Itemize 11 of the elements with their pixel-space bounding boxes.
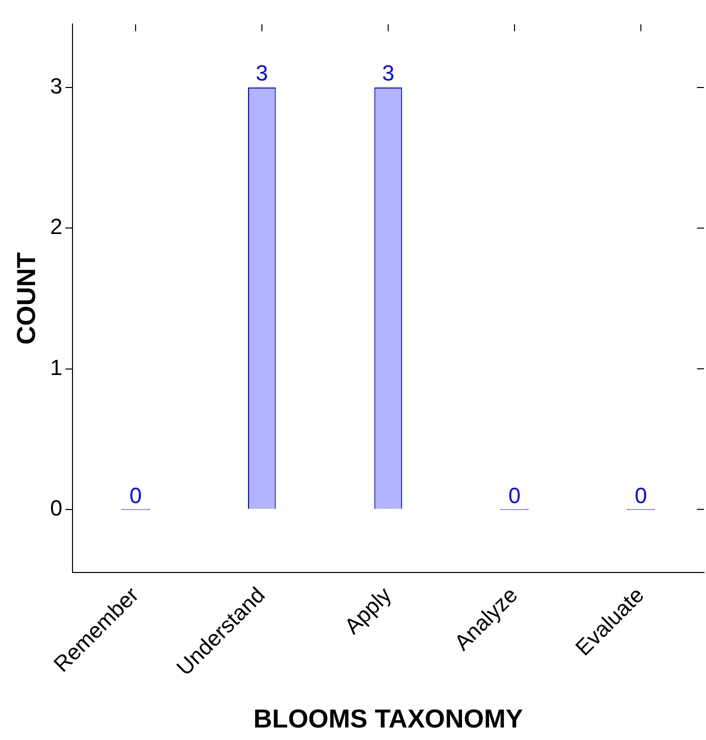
y-tick-label: 3 bbox=[50, 74, 62, 99]
y-tick-label: 2 bbox=[50, 214, 62, 240]
y-tick-label: 0 bbox=[50, 495, 62, 520]
data-label: 0 bbox=[634, 482, 647, 508]
y-tick-label: 1 bbox=[50, 354, 62, 380]
x-axis-title: BLOOMS TAXONOMY bbox=[253, 704, 524, 734]
y-axis-title: COUNT bbox=[10, 252, 41, 345]
data-label: 0 bbox=[508, 482, 521, 508]
data-label: 3 bbox=[382, 60, 394, 86]
data-label: 3 bbox=[256, 60, 268, 86]
data-label: 0 bbox=[129, 482, 142, 508]
